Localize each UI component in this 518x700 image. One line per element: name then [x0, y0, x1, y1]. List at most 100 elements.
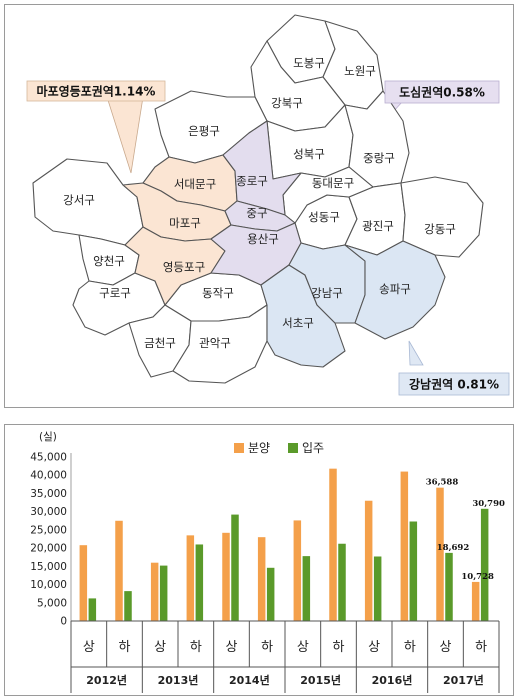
bar-bunyang-1	[115, 520, 123, 621]
data-label: 18,692	[437, 543, 470, 553]
bar-bunyang-7	[329, 468, 337, 621]
x-year-label: 2016년	[372, 673, 413, 687]
district-label-gangdong: 강동구	[424, 222, 456, 236]
legend-label-bunyang: 분양	[248, 441, 270, 455]
district-label-eunpyeong: 은평구	[188, 124, 220, 138]
district-label-dongdaemun: 동대문구	[312, 176, 354, 190]
bar-bunyang-3	[186, 535, 195, 621]
district-label-seongbuk: 성북구	[293, 147, 325, 161]
x-year-label: 2012년	[86, 673, 127, 687]
bar-ipju-11	[480, 508, 489, 621]
district-label-mapo: 마포구	[169, 216, 201, 230]
y-tick-label: 15,000	[30, 561, 67, 573]
bar-bunyang-5	[257, 537, 266, 621]
district-label-nowon: 노원구	[344, 64, 376, 78]
bar-ipju-0	[88, 598, 97, 621]
bar-ipju-7	[338, 543, 346, 621]
bar-ipju-3	[195, 544, 204, 621]
downtown-callout: 도심권역0.58%	[384, 80, 500, 104]
chart-legend: 분양 입주	[234, 441, 324, 455]
district-label-jungnang: 중랑구	[363, 151, 395, 165]
x-tick-label: 하	[261, 640, 273, 655]
y-tick-label: 25,000	[30, 524, 67, 536]
legend-swatch-ipju	[288, 443, 298, 453]
bar-bunyang-8	[364, 500, 373, 621]
gangnam-callout-pointer	[408, 340, 424, 366]
bar-bunyang-2	[150, 562, 159, 621]
x-year-label: 2014년	[229, 673, 270, 687]
mapo-callout-text: 마포영등포권역1.14%	[37, 84, 156, 99]
district-label-yongsan: 용산구	[247, 232, 279, 246]
bar-ipju-8	[373, 556, 382, 621]
bar-ipju-1	[124, 591, 132, 621]
x-tick-label: 하	[475, 640, 487, 655]
district-label-dongjak: 동작구	[202, 286, 234, 300]
x-tick-label: 상	[154, 640, 166, 655]
y-tick-label: 45,000	[30, 452, 67, 464]
y-tick-label: 0	[60, 616, 67, 628]
district-label-jung: 중구	[246, 206, 267, 220]
data-label: 36,588	[426, 478, 459, 488]
supply-bar-chart: (실) 분양 입주 0 5,000 10,000 15,000 20,000 25,000…	[30, 431, 505, 693]
district-label-geumcheon: 금천구	[144, 336, 176, 350]
x-year-label: 2013년	[158, 673, 199, 687]
data-label: 30,790	[472, 499, 505, 509]
x-tick-label: 상	[297, 640, 309, 655]
downtown-callout-text: 도심권역0.58%	[399, 85, 485, 100]
district-label-gangseo: 강서구	[63, 193, 95, 207]
district-label-songpa: 송파구	[379, 282, 411, 296]
mapo-callout: 마포영등포권역1.14%	[26, 80, 166, 102]
gangnam-callout: 강남권역 0.81%	[398, 372, 510, 396]
district-gwanak	[172, 304, 268, 384]
bar-ipju-6	[302, 556, 311, 621]
bar-ipju-9	[409, 521, 418, 621]
bar-bunyang-4	[222, 532, 230, 621]
y-tick-label: 30,000	[30, 506, 67, 518]
district-gangdong	[400, 176, 484, 258]
data-label: 10,728	[461, 572, 494, 582]
bar-bunyang-0	[79, 545, 88, 621]
x-tick-label: 상	[440, 640, 452, 655]
y-tick-label: 5,000	[37, 597, 67, 609]
x-tick-label: 상	[368, 640, 380, 655]
y-tick-label: 10,000	[30, 579, 67, 591]
x-tick-label: 하	[119, 640, 131, 655]
district-jongno	[222, 120, 302, 216]
y-tick-label: 40,000	[30, 470, 67, 482]
district-label-jongno: 종로구	[236, 174, 268, 188]
district-songpa	[344, 240, 446, 340]
district-label-gwangjin: 광진구	[362, 219, 394, 233]
legend-swatch-bunyang	[234, 443, 244, 453]
district-label-yeongdeungpo: 영등포구	[163, 260, 205, 274]
x-tick-label: 상	[226, 640, 238, 655]
bar-ipju-5	[266, 567, 275, 621]
district-label-seongdong: 성동구	[308, 210, 340, 224]
district-jungnang	[344, 90, 410, 188]
district-label-guro: 구로구	[99, 286, 131, 300]
x-year-label: 2015년	[300, 673, 341, 687]
bar-ipju-10	[445, 552, 453, 621]
district-label-gangnam: 강남구	[311, 286, 343, 300]
gangnam-callout-text: 강남권역 0.81%	[409, 377, 499, 392]
legend-label-ipju: 입주	[302, 441, 324, 455]
bar-ipju-4	[231, 514, 239, 621]
district-label-gangbuk: 강북구	[271, 96, 303, 110]
district-label-gwanak: 관악구	[199, 336, 231, 350]
bar-bunyang-9	[400, 471, 409, 621]
y-tick-label: 35,000	[30, 488, 67, 500]
x-tick-label: 하	[333, 640, 345, 655]
x-tick-label: 하	[190, 640, 202, 655]
supply-chart-panel: (실) 분양 입주 0 5,000 10,000 15,000 20,000 25,000…	[4, 424, 514, 696]
district-label-yangcheon: 양천구	[93, 254, 125, 268]
bar-ipju-2	[159, 565, 168, 621]
district-label-seocho: 서초구	[282, 316, 314, 330]
bar-bunyang-10	[436, 487, 444, 621]
x-year-label: 2017년	[443, 673, 484, 687]
district-label-seodaemun: 서대문구	[174, 177, 216, 191]
y-tick-label: 20,000	[30, 543, 67, 555]
mapo-callout-pointer	[106, 96, 144, 174]
x-tick-label: 하	[404, 640, 416, 655]
district-label-dobong: 도봉구	[293, 56, 325, 70]
